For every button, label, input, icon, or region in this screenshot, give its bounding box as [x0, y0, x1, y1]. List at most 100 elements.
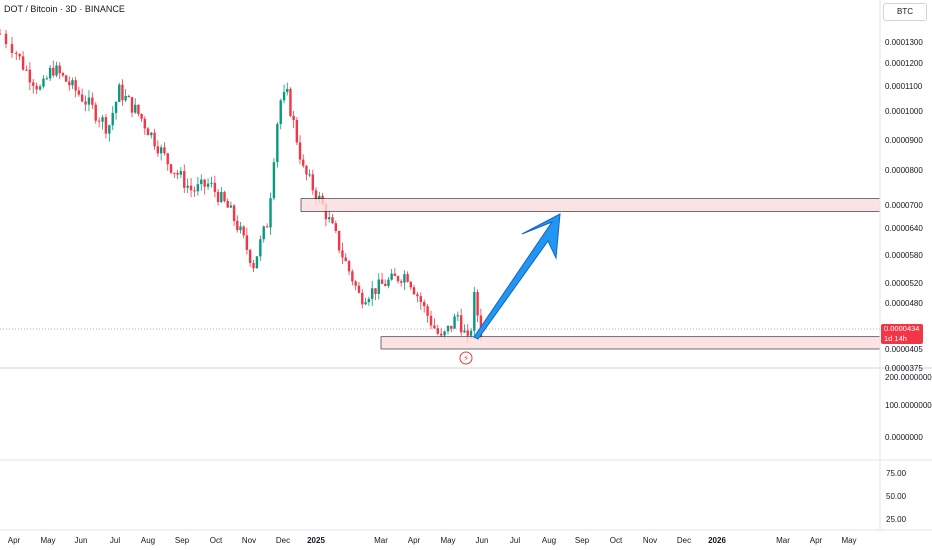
- price-tick-label: 0.0001300: [885, 38, 923, 47]
- time-tick-label: Nov: [643, 536, 657, 545]
- candle: [292, 110, 295, 129]
- candle: [453, 313, 456, 329]
- candle-body: [396, 276, 400, 282]
- candle: [203, 178, 206, 195]
- candle: [298, 135, 302, 165]
- time-tick-label: Apr: [8, 536, 21, 545]
- candle-body: [466, 330, 469, 336]
- candle: [276, 122, 279, 168]
- candle: [456, 311, 460, 322]
- currency-button[interactable]: BTC: [883, 3, 927, 21]
- candle-body: [269, 198, 272, 228]
- candle-body: [443, 331, 446, 336]
- time-axis: Apr May Jun Jul Aug Sep Oct Nov Dec 2025 Mar Apr May…: [8, 536, 857, 545]
- candle: [423, 299, 426, 313]
- candle-body: [77, 90, 81, 95]
- candle: [173, 172, 176, 178]
- candle: [351, 269, 354, 286]
- time-tick-label: Apr: [810, 536, 823, 545]
- candle-body: [169, 164, 173, 173]
- price-zones: [300, 198, 881, 350]
- candle-body: [124, 95, 127, 101]
- candle-body: [48, 67, 52, 79]
- resistance-zone[interactable]: [300, 198, 881, 212]
- candle-body: [64, 75, 68, 82]
- support-zone[interactable]: [380, 336, 881, 350]
- candle-body: [216, 191, 220, 203]
- candle-body: [0, 33, 2, 35]
- candle: [101, 114, 104, 130]
- candle-body: [84, 101, 87, 105]
- candle: [71, 77, 74, 89]
- candle-body: [328, 217, 331, 220]
- candle: [210, 176, 213, 188]
- time-tick-label: Nov: [242, 536, 256, 545]
- time-tick-label: Jul: [510, 536, 520, 545]
- candle: [87, 90, 91, 112]
- candle-body: [324, 204, 328, 220]
- candle: [48, 64, 52, 82]
- candle: [393, 268, 397, 277]
- candle-body: [354, 281, 357, 286]
- time-tick-label: Aug: [542, 536, 556, 545]
- candle-body: [242, 226, 245, 236]
- candle: [377, 273, 380, 300]
- indicator-tick-label: 0.0000000: [885, 433, 923, 442]
- candle-body: [450, 325, 453, 329]
- event-marker[interactable]: ⚡: [459, 351, 473, 365]
- candle-body: [101, 117, 104, 122]
- candle: [111, 106, 114, 131]
- candle-body: [259, 239, 262, 257]
- candle: [463, 324, 466, 334]
- candle-body: [370, 288, 374, 299]
- candle-body: [463, 330, 466, 333]
- candle-body: [311, 174, 315, 191]
- candle-body: [453, 316, 456, 329]
- candle: [124, 89, 127, 103]
- candle-body: [80, 94, 84, 102]
- candle: [97, 117, 101, 128]
- candle-body: [364, 302, 367, 305]
- candle: [367, 296, 371, 306]
- time-tick-label: Jun: [75, 536, 88, 545]
- candle: [52, 60, 55, 78]
- candle: [61, 72, 65, 78]
- candle: [400, 279, 403, 287]
- candle-body: [179, 171, 183, 175]
- candle: [347, 259, 351, 276]
- candle: [18, 53, 21, 61]
- time-tick-label: Aug: [141, 536, 155, 545]
- candle-body: [305, 165, 308, 175]
- candle-body: [35, 85, 38, 90]
- candle-body: [276, 124, 279, 163]
- candle-body: [28, 69, 32, 83]
- candle: [433, 318, 436, 330]
- candle-body: [111, 112, 114, 126]
- candle: [32, 78, 35, 94]
- candle: [305, 164, 308, 181]
- candle-body: [94, 104, 97, 121]
- price-tick-label: 0.0000520: [885, 279, 923, 288]
- candle-body: [189, 185, 193, 191]
- candle: [21, 51, 25, 71]
- candle: [440, 328, 443, 338]
- candle-body: [45, 78, 49, 80]
- candle-body: [32, 82, 35, 86]
- candle: [169, 163, 173, 175]
- candle-body: [166, 153, 169, 165]
- candle-body: [156, 146, 160, 154]
- candle-body: [226, 200, 229, 208]
- candle-body: [193, 190, 196, 192]
- candle-body: [351, 271, 354, 282]
- candle: [337, 230, 341, 254]
- price-tick-label: 0.0001200: [885, 59, 923, 68]
- indicator-tick-label: 25.00: [886, 515, 907, 524]
- candle: [255, 256, 259, 269]
- candle: [213, 175, 217, 198]
- candle: [364, 297, 367, 306]
- candle-body: [384, 283, 387, 286]
- candle: [361, 289, 364, 309]
- candle-body: [416, 294, 419, 297]
- candle-body: [18, 53, 21, 57]
- candle: [396, 275, 400, 284]
